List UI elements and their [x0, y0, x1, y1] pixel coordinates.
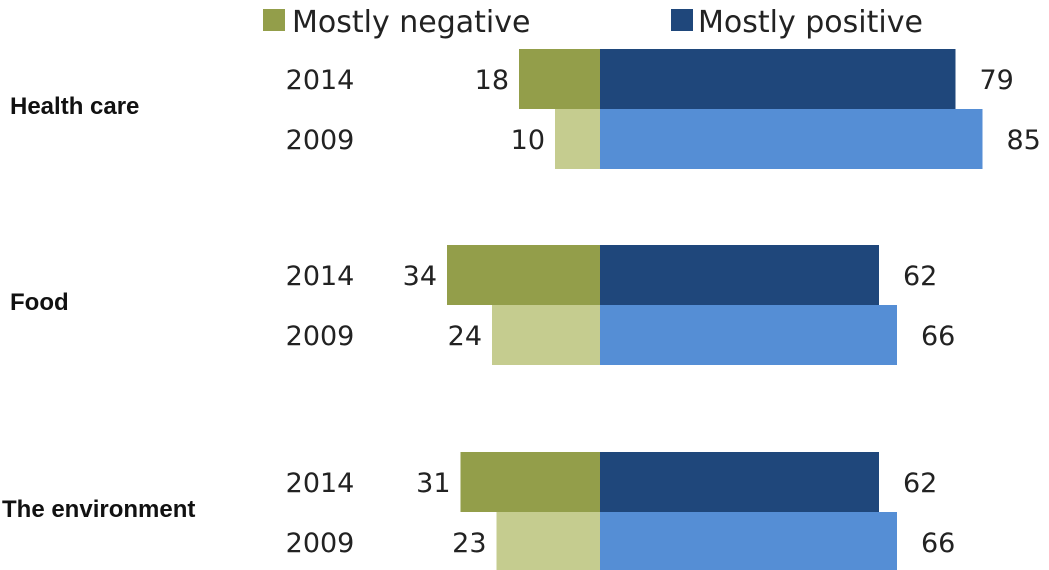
bar-negative-health-care-2014 — [519, 49, 600, 109]
value-label-negative-the-environment-2009: 23 — [452, 528, 486, 559]
bar-positive-health-care-2009 — [600, 109, 983, 169]
category-label-health-care: Health care — [10, 93, 139, 120]
bar-negative-the-environment-2014 — [460, 452, 600, 512]
value-label-positive-health-care-2014: 79 — [980, 65, 1014, 96]
legend-swatch-mostly-positive — [671, 9, 693, 31]
year-label-health-care-2009: 2009 — [286, 125, 355, 156]
legend-swatch-mostly-negative — [263, 9, 285, 31]
legend: Mostly negative Mostly positive — [263, 5, 923, 40]
value-label-positive-food-2014: 62 — [903, 261, 937, 292]
labels-layer: Health care 2014 18 79 2009 10 85 Food 2014 34 62 2… — [2, 65, 1041, 559]
value-label-positive-food-2009: 66 — [921, 321, 955, 352]
year-label-the-environment-2009: 2009 — [286, 528, 355, 559]
bar-negative-food-2014 — [447, 245, 600, 305]
bar-positive-food-2014 — [600, 245, 879, 305]
category-label-the-environment: The environment — [2, 496, 195, 523]
bars-layer — [447, 49, 983, 570]
value-label-positive-the-environment-2014: 62 — [903, 468, 937, 499]
year-label-food-2009: 2009 — [286, 321, 355, 352]
year-label-the-environment-2014: 2014 — [286, 468, 355, 499]
legend-label-mostly-negative: Mostly negative — [292, 5, 530, 40]
value-label-negative-health-care-2014: 18 — [475, 65, 509, 96]
year-label-food-2014: 2014 — [286, 261, 355, 292]
value-label-negative-the-environment-2014: 31 — [416, 468, 450, 499]
value-label-negative-food-2014: 34 — [403, 261, 437, 292]
value-label-positive-health-care-2009: 85 — [1007, 125, 1041, 156]
value-label-negative-health-care-2009: 10 — [511, 125, 545, 156]
bar-positive-the-environment-2014 — [600, 452, 879, 512]
bar-positive-health-care-2014 — [600, 49, 956, 109]
value-label-positive-the-environment-2009: 66 — [921, 528, 955, 559]
bar-positive-the-environment-2009 — [600, 512, 897, 570]
value-label-negative-food-2009: 24 — [448, 321, 482, 352]
bar-negative-the-environment-2009 — [496, 512, 600, 570]
bar-negative-food-2009 — [492, 305, 600, 365]
bar-positive-food-2009 — [600, 305, 897, 365]
year-label-health-care-2014: 2014 — [286, 65, 355, 96]
category-label-food: Food — [10, 289, 69, 316]
bar-negative-health-care-2009 — [555, 109, 600, 169]
legend-label-mostly-positive: Mostly positive — [698, 5, 923, 40]
